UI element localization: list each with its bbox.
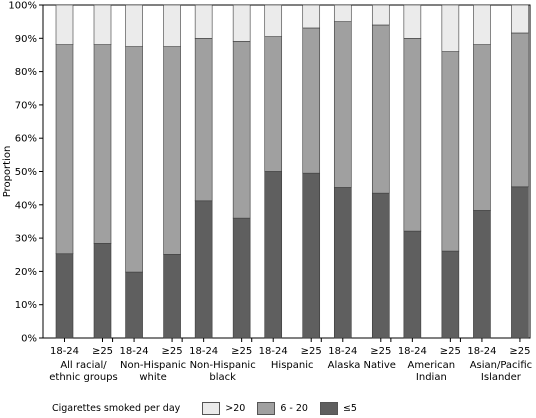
- bar-segment: [371, 192, 390, 339]
- bar-label: 18-24: [398, 346, 427, 357]
- bar-segment: [441, 51, 460, 252]
- bar-segment: [194, 37, 213, 202]
- bar-segment: [125, 4, 143, 47]
- bar-segment: [473, 44, 491, 211]
- bar-label: ≥25: [162, 346, 183, 357]
- y-tick-label: 0%: [21, 334, 37, 345]
- bar-segment: [441, 250, 460, 339]
- y-tick-label: 80%: [15, 67, 37, 78]
- bar-segment: [302, 4, 321, 29]
- bar-label: 18-24: [467, 346, 496, 357]
- bar-segment: [163, 4, 181, 47]
- bar-segment: [55, 253, 74, 339]
- bar-segment: [264, 171, 283, 339]
- bar-segment: [403, 37, 422, 232]
- y-tick-label: 40%: [15, 200, 37, 211]
- y-tick-label: 60%: [15, 134, 37, 145]
- bar-segment: [302, 27, 321, 174]
- bar-label: ≥25: [92, 346, 113, 357]
- group-label: All racial/ethnic groups: [49, 360, 117, 383]
- bar-segment: [264, 36, 283, 172]
- legend-swatch-over-20: [202, 401, 221, 415]
- bar-label: ≥25: [509, 346, 530, 357]
- bar-segment: [441, 4, 460, 52]
- bar-segment: [403, 4, 422, 39]
- legend-label-5-or-less: ≤5: [342, 402, 357, 414]
- bar-segment: [93, 243, 112, 339]
- legend-label-6-to-20: 6 - 20: [280, 402, 308, 414]
- bar-segment: [333, 21, 352, 188]
- bar-segment: [333, 4, 352, 22]
- bar-label: ≥25: [231, 346, 252, 357]
- bar-label: 18-24: [259, 346, 288, 357]
- legend-swatch-6-to-20: [257, 401, 276, 415]
- bar-segment: [93, 44, 112, 244]
- bar-segment: [511, 4, 529, 34]
- bar-segment: [473, 210, 491, 339]
- bar-label: ≥25: [370, 346, 391, 357]
- legend-item-5-or-less: ≤5: [319, 401, 357, 415]
- legend-label-over-20: >20: [225, 402, 246, 414]
- bar-segment: [511, 186, 529, 339]
- bar-segment: [232, 217, 251, 339]
- bar-segment: [302, 172, 321, 339]
- bar-segment: [511, 32, 529, 188]
- y-tick-label: 30%: [15, 234, 37, 245]
- y-tick-label: 20%: [15, 267, 37, 278]
- legend-title: Cigarettes smoked per day: [52, 402, 181, 414]
- bar-segment: [403, 230, 422, 339]
- legend-item-over-20: >20: [202, 401, 246, 415]
- bar-segment: [333, 187, 352, 339]
- bar-label: 18-24: [189, 346, 218, 357]
- bar-label: 18-24: [328, 346, 357, 357]
- bar-segment: [232, 4, 251, 42]
- bar-segment: [232, 40, 251, 219]
- bar-segment: [93, 4, 112, 45]
- bar-segment: [194, 200, 213, 339]
- bar-segment: [163, 254, 181, 339]
- bar-label: ≥25: [301, 346, 322, 357]
- group-label: Hispanic: [271, 360, 314, 371]
- y-tick-label: 70%: [15, 100, 37, 111]
- group-label: Alaska Native: [328, 360, 396, 371]
- bar-segment: [473, 4, 491, 45]
- bar-segment: [194, 4, 213, 39]
- y-tick-label: 100%: [8, 1, 37, 12]
- y-tick-label: 90%: [15, 34, 37, 45]
- bar-segment: [163, 46, 181, 255]
- group-label: Non-Hispanic black: [190, 360, 256, 383]
- group-label: American Indian: [408, 360, 456, 383]
- bar-segment: [371, 24, 390, 194]
- bar-segment: [55, 44, 74, 255]
- legend-item-6-to-20: 6 - 20: [257, 401, 308, 415]
- bar-label: 18-24: [50, 346, 79, 357]
- bar-label: ≥25: [440, 346, 461, 357]
- chart-legend: Cigarettes smoked per day >20 6 - 20 ≤5: [52, 399, 369, 417]
- group-label: Asian/Pacific Islander: [470, 360, 532, 383]
- bar-segment: [125, 46, 143, 273]
- legend-swatch-5-or-less: [319, 401, 338, 415]
- y-tick-label: 10%: [15, 300, 37, 311]
- stacked-bar-chart: 0% 10% 20% 30% 40% 50% 60% 70% 80% 90% 100% Proport…: [2, 1, 532, 384]
- bar-segment: [125, 271, 143, 339]
- y-tick-label: 50%: [15, 167, 37, 178]
- bar-segment: [371, 4, 390, 26]
- bar-segment: [264, 4, 283, 37]
- bar-segment: [55, 4, 74, 45]
- group-label: Non-Hispanic white: [120, 360, 186, 383]
- bar-label: 18-24: [120, 346, 149, 357]
- y-axis-label: Proportion: [2, 146, 13, 198]
